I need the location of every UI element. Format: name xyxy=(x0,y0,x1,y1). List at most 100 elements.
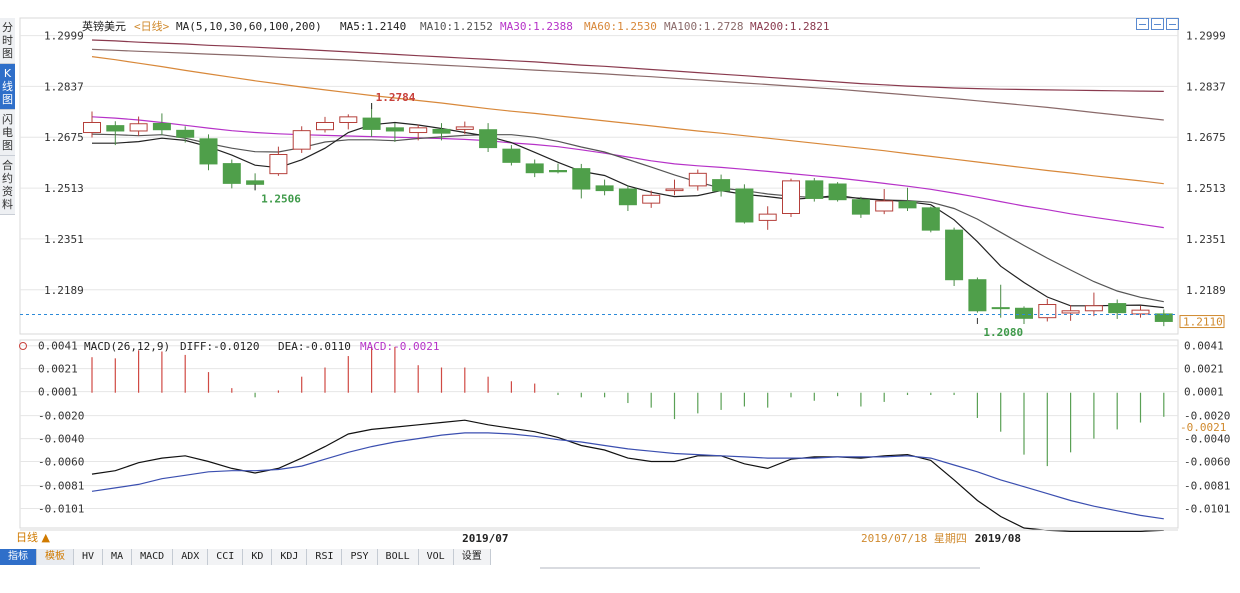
macd-tick-left: -0.0101 xyxy=(38,503,84,516)
side-tab-3[interactable]: 合约资料 xyxy=(0,156,15,215)
header-ma60: MA60:1.2530 xyxy=(584,20,657,33)
indicator-tab-7[interactable]: KD xyxy=(243,549,273,565)
price-tick-right: 1.2837 xyxy=(1186,80,1226,93)
price-tick-left: 1.2837 xyxy=(44,80,84,93)
price-tick-right: 1.2513 xyxy=(1186,182,1226,195)
dea-line xyxy=(91,432,1164,520)
indicator-tab-4[interactable]: MACD xyxy=(132,549,174,565)
candle-body xyxy=(1131,309,1150,315)
ma200-line xyxy=(91,39,1164,92)
indicator-tab-9[interactable]: RSI xyxy=(307,549,343,565)
price-panel-frame xyxy=(19,17,1179,335)
candle-body xyxy=(129,123,148,132)
indicator-tab-1[interactable]: 模板 xyxy=(37,549,74,565)
header-instrument: 英镑美元 xyxy=(82,19,126,33)
ma30-line xyxy=(91,116,1164,229)
price-tick-left: 1.2513 xyxy=(44,182,84,195)
macd-tick-left: 0.0001 xyxy=(38,386,78,399)
macd-tick-right: 0.0001 xyxy=(1184,386,1224,399)
header-ma200: MA200:1.2821 xyxy=(750,20,829,33)
macd-last-label: -0.0021 xyxy=(1180,421,1226,434)
candle-body xyxy=(1108,303,1127,314)
indicator-tab-5[interactable]: ADX xyxy=(173,549,209,565)
candle-body xyxy=(362,117,381,130)
candle-body xyxy=(945,229,964,281)
side-tab-1[interactable]: K线图 xyxy=(0,64,15,110)
candle-body xyxy=(1015,307,1033,319)
candle-body xyxy=(246,180,265,185)
candle-body xyxy=(968,279,987,312)
header-ma30: MA30:1.2388 xyxy=(500,20,573,33)
candle-body xyxy=(502,148,521,163)
ma10-line xyxy=(91,133,1164,303)
indicator-tab-3[interactable]: MA xyxy=(103,549,133,565)
candle-body xyxy=(106,125,125,132)
x-axis-label: 2019/08 xyxy=(975,532,1021,545)
fullscreen-icon[interactable] xyxy=(1166,18,1179,30)
extreme-annotation: 1.2784 xyxy=(376,91,416,104)
x-axis-label: 2019/07 xyxy=(462,532,508,545)
indicator-tab-10[interactable]: PSY xyxy=(342,549,378,565)
candle-body xyxy=(712,179,731,192)
zoom-out-icon[interactable] xyxy=(1151,18,1164,30)
candle-body xyxy=(292,130,311,150)
indicator-tab-12[interactable]: VOL xyxy=(418,549,454,565)
price-tick-right: 1.2999 xyxy=(1186,30,1226,43)
extreme-annotation: 1.2506 xyxy=(261,192,301,205)
indicator-tab-2[interactable]: HV xyxy=(74,549,104,565)
candle-body xyxy=(409,127,428,134)
ma60-line xyxy=(91,56,1164,185)
extreme-annotation: 1.2080 xyxy=(983,326,1023,339)
macd-tick-right: -0.0060 xyxy=(1184,456,1230,469)
candle-body xyxy=(455,126,474,130)
candle-body xyxy=(176,129,195,138)
indicator-tab-6[interactable]: CCI xyxy=(208,549,244,565)
candle-body xyxy=(898,201,917,209)
candle-body xyxy=(1061,310,1080,314)
candle-body xyxy=(316,121,334,131)
horizontal-scrollbar[interactable] xyxy=(540,567,980,569)
candle-body xyxy=(688,172,707,187)
diff-line xyxy=(91,419,1164,533)
side-tab-0[interactable]: 分时图 xyxy=(0,18,15,64)
price-tick-right: 1.2675 xyxy=(1186,131,1226,144)
macd-tick-left: -0.0081 xyxy=(38,480,84,493)
macd-tick-right: 0.0041 xyxy=(1184,340,1224,353)
macd-tick-right: -0.0081 xyxy=(1184,480,1230,493)
side-tab-2[interactable]: 闪电图 xyxy=(0,110,15,156)
macd-tick-left: -0.0040 xyxy=(38,433,84,446)
candle-body xyxy=(525,163,544,174)
macd-tick-right: -0.0040 xyxy=(1184,433,1230,446)
indicator-tab-bar: 指标 模板 HV MA MACD ADX CCI KD KDJ RSI PSY BOLL VOL 设置 xyxy=(0,549,491,565)
period-selector-button[interactable]: 日线 ▲ xyxy=(16,531,50,544)
ma100-line xyxy=(91,48,1164,121)
indicator-tab-8[interactable]: KDJ xyxy=(272,549,308,565)
indicator-tab-11[interactable]: BOLL xyxy=(377,549,419,565)
candle-body xyxy=(782,180,800,214)
indicator-tab-0[interactable]: 指标 xyxy=(0,549,37,565)
candle-body xyxy=(875,200,894,212)
candle-body xyxy=(758,213,777,221)
candle-body xyxy=(152,122,171,131)
candle-body xyxy=(735,188,754,223)
macd-header-diff: DIFF:-0.0120 xyxy=(180,340,259,353)
indicator-tab-13[interactable]: 设置 xyxy=(453,549,491,565)
crosshair-date-label: 2019/07/18 星期四 xyxy=(861,532,967,545)
header-period: <日线> xyxy=(134,19,170,33)
zoom-in-icon[interactable] xyxy=(1136,18,1149,30)
candle-body xyxy=(828,183,847,201)
macd-header-dea: DEA:-0.0110 xyxy=(278,340,351,353)
candle-body xyxy=(642,194,661,204)
candle-body xyxy=(1038,304,1057,319)
candle-body xyxy=(199,138,218,165)
price-tick-right: 1.2189 xyxy=(1186,284,1226,297)
macd-tick-left: -0.0060 xyxy=(38,456,84,469)
candle-body xyxy=(921,207,940,231)
candle-body xyxy=(385,127,404,132)
header-ma_params: MA(5,10,30,60,100,200) xyxy=(176,20,322,33)
side-tab-bar: 分时图 K线图 闪电图 合约资料 xyxy=(0,18,15,215)
macd-tick-right: 0.0021 xyxy=(1184,363,1224,376)
macd-tick-left: 0.0021 xyxy=(38,363,78,376)
candle-body xyxy=(549,170,567,173)
